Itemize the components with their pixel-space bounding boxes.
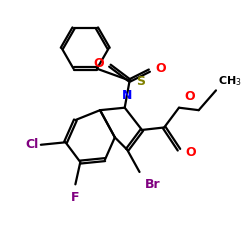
Text: CH$_3$: CH$_3$	[218, 74, 242, 88]
Text: O: O	[184, 90, 194, 103]
Text: F: F	[71, 190, 80, 203]
Text: O: O	[156, 62, 166, 75]
Text: O: O	[185, 146, 196, 159]
Text: Cl: Cl	[25, 138, 38, 151]
Text: Br: Br	[144, 178, 160, 191]
Text: N: N	[122, 88, 132, 102]
Text: S: S	[136, 75, 145, 88]
Text: O: O	[93, 57, 104, 70]
